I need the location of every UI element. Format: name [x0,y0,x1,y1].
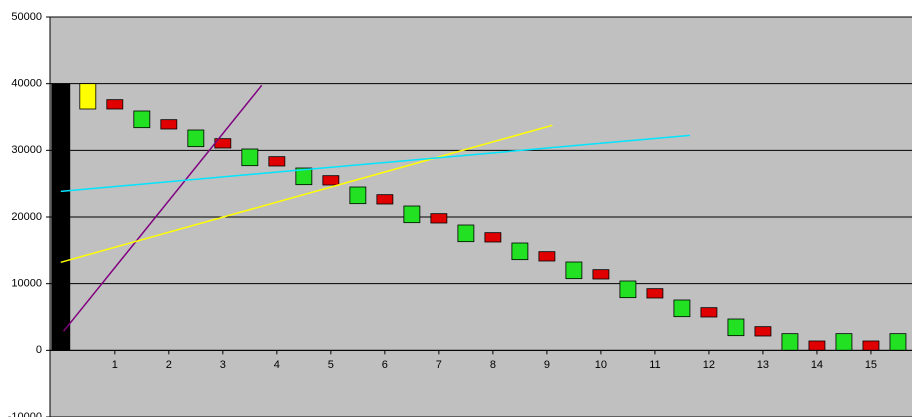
floating-bar [889,333,907,351]
x-tick-label: 2 [166,359,172,371]
x-tick-label: 12 [703,359,715,371]
floating-bar [295,167,313,186]
y-tick-label: 30000 [11,144,42,156]
floating-bar [430,213,448,224]
floating-bar [241,148,259,167]
y-tick-label: 40000 [11,78,42,90]
floating-bar [457,224,475,243]
floating-bar [322,175,340,186]
floating-bar [673,299,691,318]
x-tick-label: 5 [328,359,334,371]
x-tick-label: 7 [436,359,442,371]
floating-bar [79,83,97,110]
x-tick-label: 6 [382,359,388,371]
y-tick-label: 0 [36,344,42,356]
floating-bar [160,119,178,130]
x-tick-label: 4 [274,359,280,371]
x-tick-label: 13 [757,359,769,371]
floating-bar [349,186,367,205]
floating-bar [700,307,718,318]
x-tick-label: 15 [865,359,877,371]
floating-bar [376,194,394,205]
y-tick-label: -10000 [8,411,42,417]
y-tick-label: 10000 [11,278,42,290]
floating-bar [565,261,583,280]
floating-bar [619,280,637,299]
floating-bar [51,83,71,351]
x-tick-label: 8 [490,359,496,371]
x-tick-label: 3 [220,359,226,371]
floating-bar [484,232,502,243]
trend-line [62,84,263,332]
trend-line [60,124,553,264]
floating-bar [835,333,853,351]
floating-bar [862,340,880,351]
x-tick-label: 9 [544,359,550,371]
floating-bar [133,110,151,129]
floating-bar [727,318,745,337]
floating-bar [268,156,286,167]
floating-bar [511,242,529,261]
floating-bar [754,326,772,337]
trend-line [60,134,691,193]
floating-bar [808,340,826,351]
y-tick-label: 20000 [11,211,42,223]
floating-bar [403,205,421,224]
x-tick-label: 1 [112,359,118,371]
floating-bar [592,269,610,280]
y-tick-label: 50000 [11,11,42,23]
floating-bar [781,333,799,351]
floating-bar [187,129,205,148]
floating-bar [106,99,124,110]
floating-bar [646,288,664,299]
floating-bar [538,251,556,262]
x-tick-label: 11 [649,359,660,371]
x-tick-label: 10 [595,359,607,371]
x-tick-label: 14 [811,359,823,371]
